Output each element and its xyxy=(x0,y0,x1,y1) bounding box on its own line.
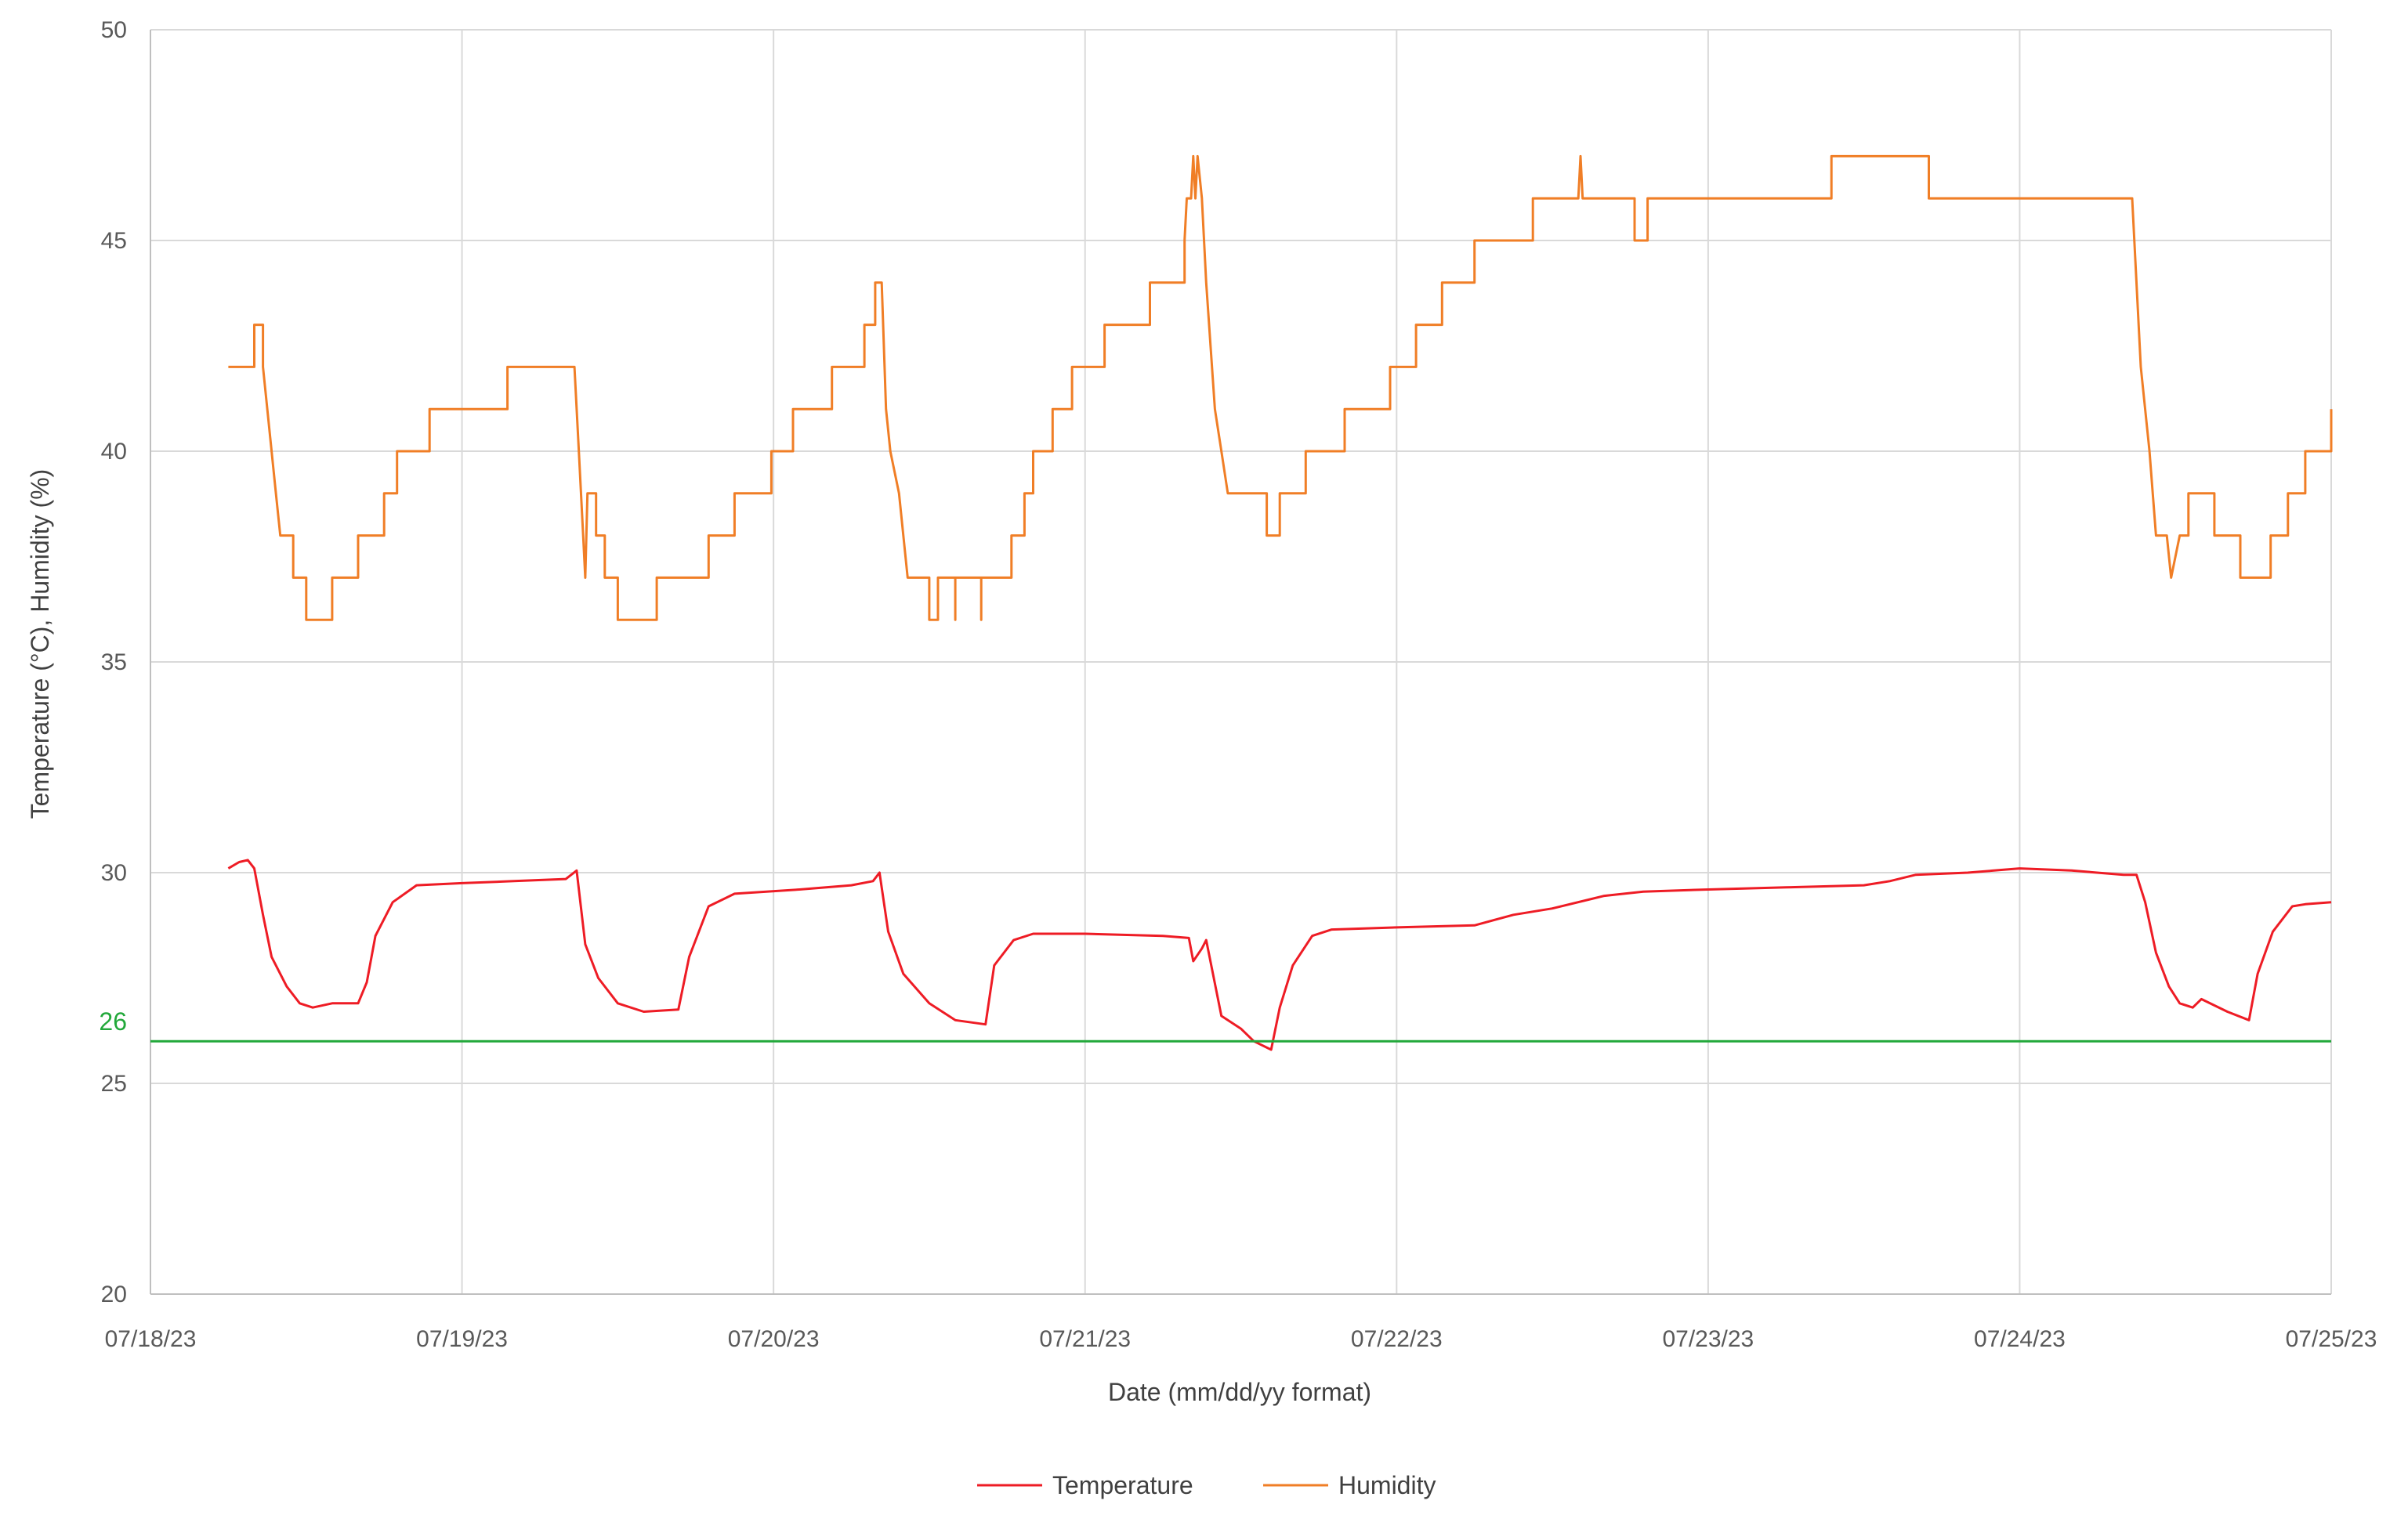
legend: Temperature Humidity xyxy=(977,1471,1436,1499)
y-tick-label-30: 30 xyxy=(101,860,127,886)
y-tick-label-40: 40 xyxy=(101,439,127,465)
series-line-temperature xyxy=(227,859,2332,1051)
gridlines xyxy=(150,29,2332,1294)
x-tick-label-4: 07/22/23 xyxy=(1351,1326,1443,1352)
x-tick-label-0: 07/18/23 xyxy=(105,1326,197,1352)
x-tick-label-2: 07/20/23 xyxy=(728,1326,820,1352)
legend-label-temperature: Temperature xyxy=(1052,1471,1193,1499)
y-tick-label-25: 25 xyxy=(101,1071,127,1097)
y-axis-title: Temperature (°C), Humidity (%) xyxy=(26,469,54,819)
series-line-humidity xyxy=(228,154,2333,621)
x-tick-label-6: 07/24/23 xyxy=(1974,1326,2066,1352)
reference-line-group: 26 xyxy=(99,1007,127,1036)
x-axis-title: Date (mm/dd/yy format) xyxy=(1108,1378,1371,1406)
y-tick-label-45: 45 xyxy=(101,228,127,254)
y-tick-label-35: 35 xyxy=(101,649,127,675)
axes xyxy=(150,30,2331,1295)
x-tick-label-5: 07/23/23 xyxy=(1662,1326,1754,1352)
y-tick-label-50: 50 xyxy=(101,17,127,43)
x-tick-label-1: 07/19/23 xyxy=(416,1326,508,1352)
x-tick-label-3: 07/21/23 xyxy=(1039,1326,1131,1352)
reference-line-label: 26 xyxy=(99,1007,127,1036)
tick-labels: 20 25 30 35 40 45 50 07/18/23 07/19/23 07/20/23 07… xyxy=(101,17,2377,1352)
y-tick-label-20: 20 xyxy=(101,1282,127,1307)
x-tick-label-7: 07/25/23 xyxy=(2286,1326,2377,1352)
legend-label-humidity: Humidity xyxy=(1338,1471,1436,1499)
series-lines xyxy=(150,154,2333,1051)
